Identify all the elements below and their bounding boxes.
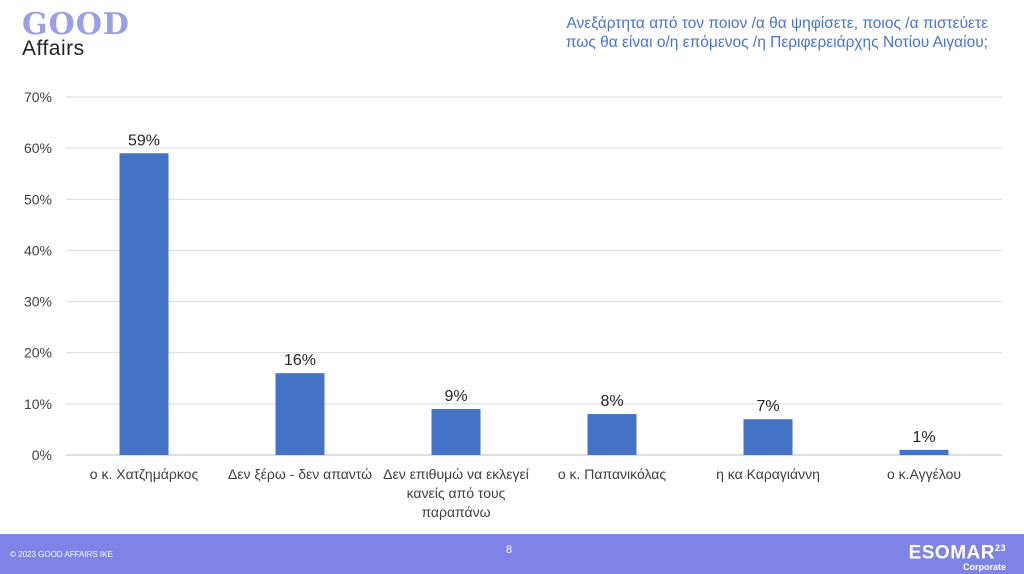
chart-title: Ανεξάρτητα από τον ποιον /α θα ψηφίσετε,… [468, 14, 988, 52]
bar-chart: 0% 10% 20% 30% 40% 50% 60% 70% 59% ο κ. Χατζημάρκ… [24, 89, 1002, 520]
x-tick-label: κανείς από τους [407, 485, 506, 501]
esomar-year: 23 [994, 543, 1006, 553]
esomar-badge: ESOMAR23 Corporate [909, 537, 1006, 572]
y-tick-label: 30% [24, 294, 52, 310]
x-tick-label: ο κ. Παπανικόλας [558, 466, 667, 482]
page-number: 8 [506, 544, 513, 556]
bar [431, 408, 481, 455]
y-tick-label: 60% [24, 140, 52, 156]
chart-title-line-1: Ανεξάρτητα από τον ποιον /α θα ψηφίσετε,… [566, 15, 988, 32]
copyright-text: © 2023 GOOD AFFAIRS IKE [10, 550, 113, 559]
logo-affairs-text: Affairs [22, 37, 85, 60]
x-tick-label: Δεν ξέρω - δεν απαντώ [228, 466, 372, 482]
bar [743, 419, 793, 455]
data-label: 9% [444, 388, 467, 405]
bar [275, 373, 325, 455]
x-tick-label: ο κ.Αγγέλου [887, 466, 961, 482]
x-tick-label: η κα Καραγιάννη [716, 466, 820, 482]
y-tick-label: 20% [24, 345, 52, 361]
x-tick-label: Δεν επιθυμώ να εκλεγεί [383, 466, 529, 482]
x-tick-label: παραπάνω [421, 504, 490, 520]
y-tick-label: 10% [24, 396, 52, 412]
y-tick-label: 0% [32, 447, 52, 463]
data-label: 1% [912, 429, 935, 446]
y-tick-label: 40% [24, 242, 52, 258]
y-tick-label: 50% [24, 191, 52, 207]
bar [119, 153, 169, 455]
logo: GOOD Affairs [22, 8, 132, 60]
logo-good-text: GOOD [22, 7, 130, 42]
data-label: 7% [756, 398, 779, 415]
x-tick-label: ο κ. Χατζημάρκος [90, 466, 199, 482]
bar [587, 414, 637, 455]
chart-title-line-2: πως θα είναι ο/η επόμενος /η Περιφερειάρ… [565, 34, 988, 51]
esomar-name: ESOMAR [908, 542, 995, 564]
data-label: 16% [284, 352, 316, 369]
bar [899, 449, 949, 455]
footer-bar: © 2023 GOOD AFFAIRS IKE 8 ESOMAR23 Corpo… [0, 534, 1024, 574]
data-label: 59% [128, 132, 160, 149]
esomar-sub: Corporate [962, 562, 1006, 573]
y-tick-label: 70% [24, 89, 52, 105]
data-label: 8% [600, 393, 623, 410]
